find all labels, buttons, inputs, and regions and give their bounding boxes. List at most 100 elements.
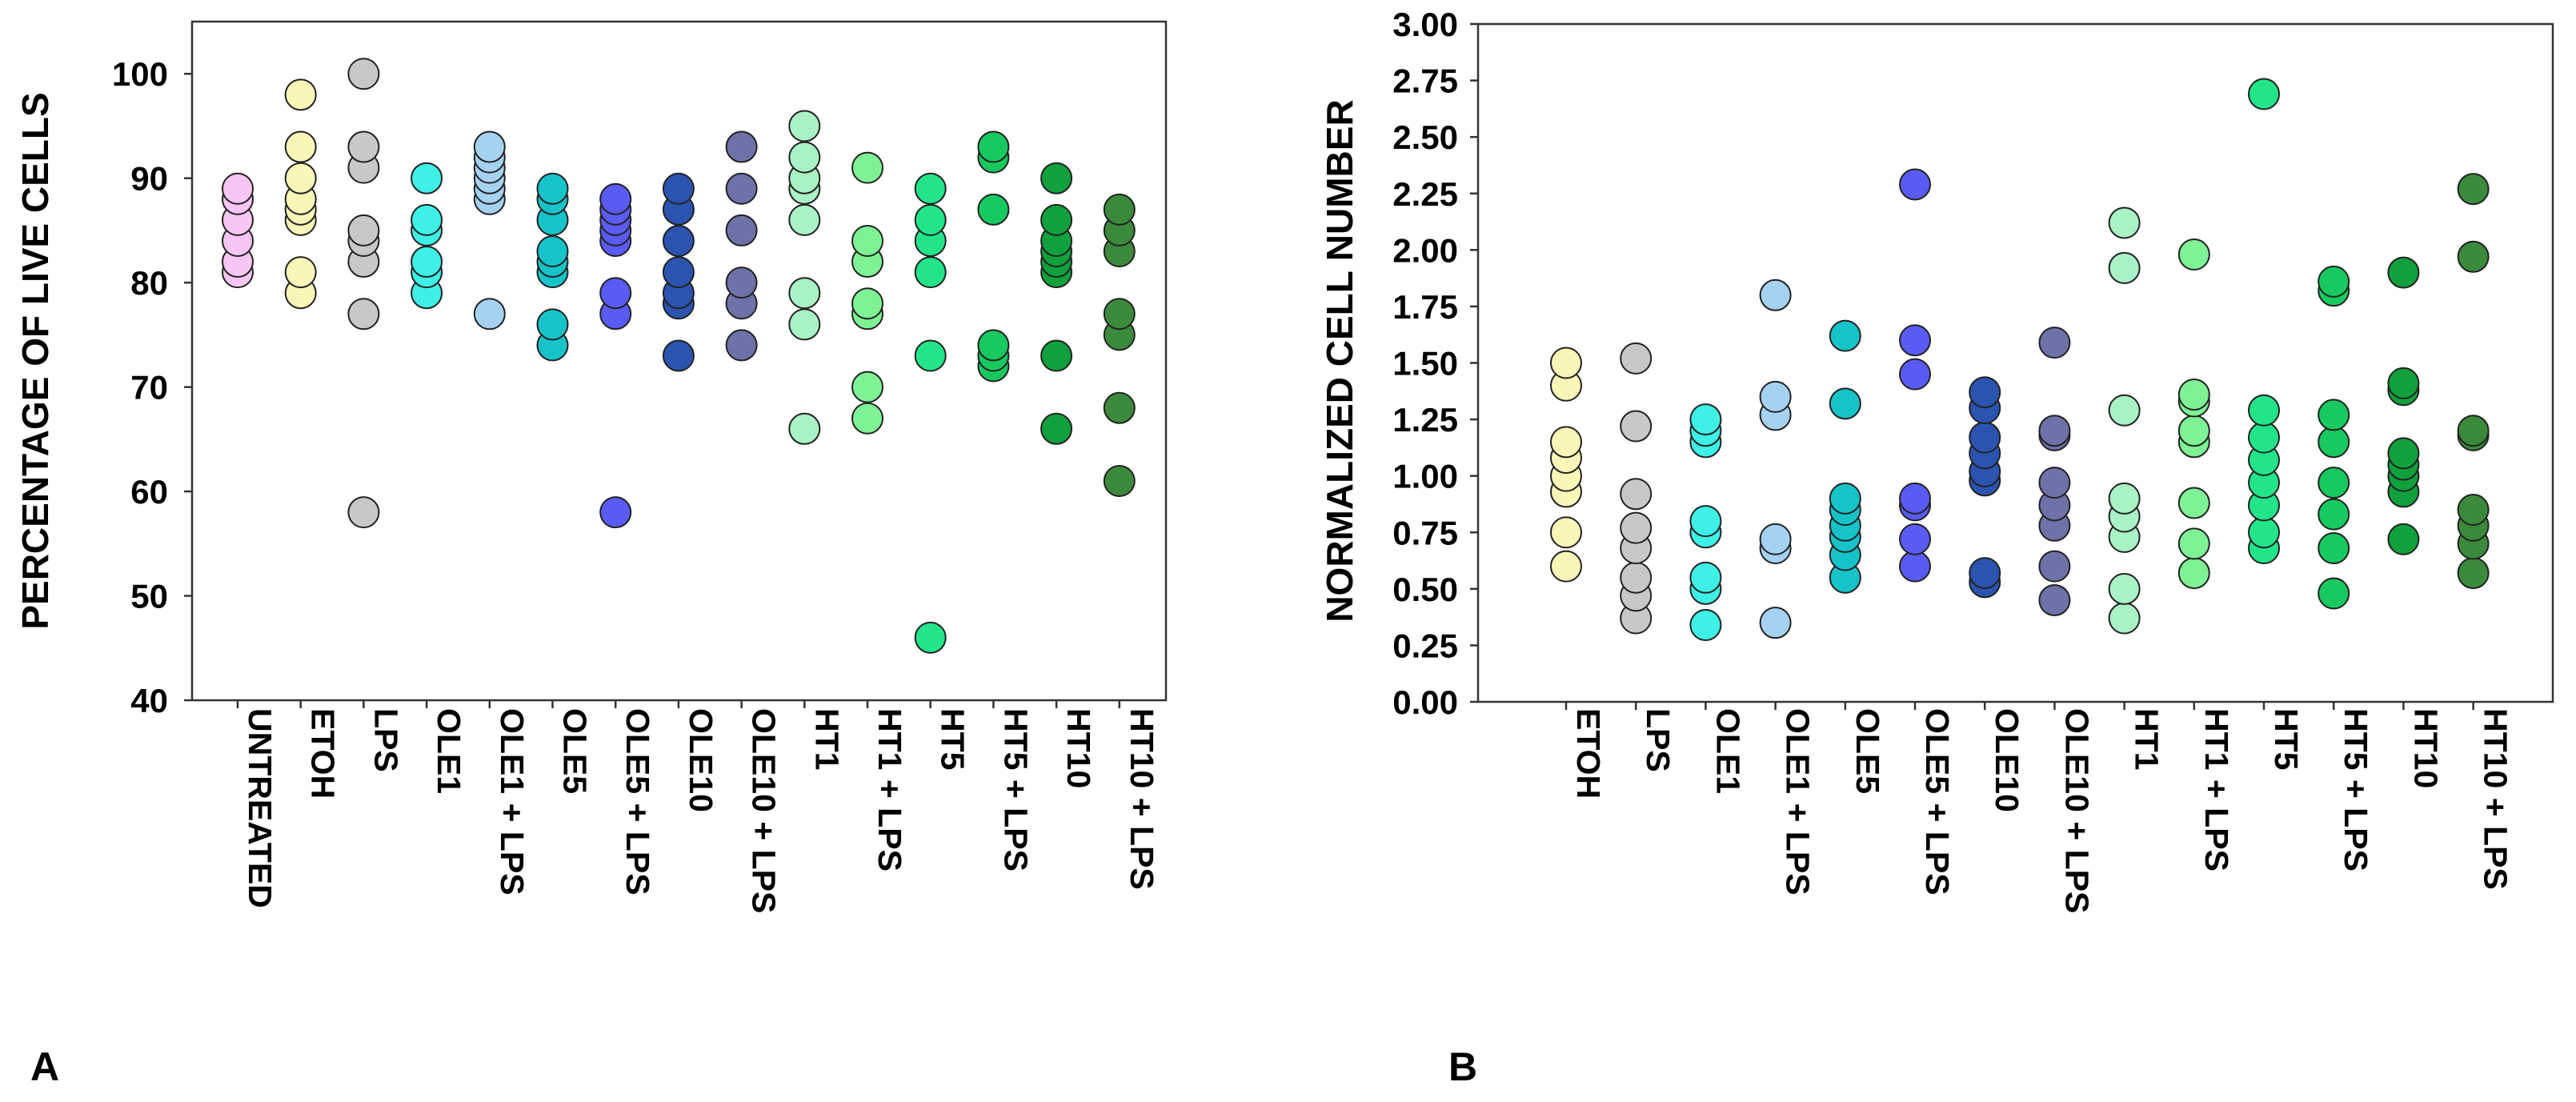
point-a-11-2 — [914, 256, 947, 289]
point-b-1-7 — [1620, 342, 1653, 375]
y-axis-b: 0.00 0.25 0.50 0.75 1.00 1.25 1.50 1.75 2.00 2.25… — [1392, 6, 1478, 721]
category-label-a-9: HT1 — [808, 708, 845, 770]
point-b-13-5 — [2457, 415, 2490, 447]
y-axis-title-b: NORMALIZED CELL NUMBER — [1319, 99, 1360, 622]
point-b-5-0 — [1899, 550, 1931, 583]
point-a-14-1 — [1103, 391, 1136, 424]
point-b-12-0 — [2387, 523, 2420, 555]
category-label-a-14: HT10 + LPS — [1124, 708, 1160, 890]
point-a-2-7 — [347, 58, 380, 90]
point-b-9-7 — [2177, 238, 2210, 270]
category-label-a-8: OLE10 + LPS — [746, 708, 783, 913]
point-a-1-5 — [284, 162, 317, 194]
point-a-2-6 — [347, 130, 380, 163]
point-a-9-1 — [788, 308, 821, 341]
point-b-0-0 — [1550, 550, 1582, 583]
point-b-11-3 — [2318, 467, 2350, 499]
point-b-1-2 — [1620, 561, 1653, 594]
point-b-8-4 — [2108, 482, 2141, 515]
points-b — [1550, 78, 2490, 642]
point-a-11-0 — [914, 621, 947, 654]
point-b-4-7 — [1829, 319, 1861, 352]
point-a-5-4 — [536, 235, 569, 268]
category-label-b-12: HT10 — [2407, 708, 2444, 788]
point-b-11-5 — [2318, 399, 2350, 431]
point-b-12-6 — [2387, 367, 2420, 399]
point-a-3-4 — [411, 203, 443, 236]
x-axis-b: ETOH LPS OLE1 OLE1 + LPS OLE5 OLE5 + LPS OLE10… — [1564, 702, 2514, 913]
panel-label-a: A — [30, 1044, 59, 1089]
category-label-b-5: OLE5 + LPS — [1919, 708, 1956, 896]
point-b-1-4 — [1620, 511, 1653, 544]
point-b-8-7 — [2108, 206, 2141, 239]
category-label-a-11: HT5 — [935, 708, 972, 770]
point-b-5-3 — [1899, 482, 1931, 515]
point-a-9-7 — [788, 110, 821, 142]
point-b-2-2 — [1689, 561, 1722, 594]
y-tick-label-b-8: 2.00 — [1392, 231, 1458, 269]
y-tick-label-b-1: 0.25 — [1392, 627, 1458, 664]
point-b-9-4 — [2177, 415, 2210, 447]
point-a-2-1 — [347, 298, 380, 331]
point-a-13-0 — [1040, 412, 1073, 445]
point-b-11-0 — [2318, 577, 2350, 610]
point-a-8-2 — [725, 266, 758, 299]
point-b-5-6 — [1899, 168, 1931, 201]
point-b-3-4 — [1759, 380, 1792, 413]
category-label-b-1: LPS — [1640, 708, 1677, 772]
point-a-7-3 — [662, 256, 695, 289]
point-a-7-0 — [662, 339, 695, 372]
point-a-12-3 — [977, 193, 1010, 226]
y-tick-label-a-0: 40 — [130, 682, 168, 719]
point-a-6-0 — [599, 496, 632, 529]
point-b-12-4 — [2387, 437, 2420, 470]
y-tick-label-a-5: 90 — [130, 160, 168, 198]
point-a-9-6 — [788, 141, 821, 174]
point-b-8-0 — [2108, 602, 2141, 635]
panel-b: 0.00 0.25 0.50 0.75 1.00 1.25 1.50 1.75 2.00 2.25… — [1319, 6, 2554, 1089]
y-tick-label-b-0: 0.00 — [1392, 683, 1458, 721]
point-a-0-5 — [222, 172, 254, 205]
point-a-14-6 — [1103, 193, 1136, 226]
point-a-1-1 — [284, 256, 317, 289]
point-b-13-3 — [2457, 494, 2490, 527]
point-b-8-5 — [2108, 394, 2141, 427]
point-a-6-2 — [599, 277, 632, 310]
y-tick-label-b-11: 2.75 — [1392, 62, 1458, 100]
y-tick-label-b-3: 0.75 — [1392, 514, 1458, 551]
y-tick-label-b-12: 3.00 — [1392, 6, 1458, 43]
point-a-1-6 — [284, 130, 317, 163]
point-a-10-3 — [851, 287, 883, 320]
point-b-9-1 — [2177, 527, 2210, 560]
point-b-7-7 — [2038, 327, 2071, 359]
point-a-13-6 — [1040, 203, 1073, 236]
point-b-13-7 — [2457, 173, 2490, 206]
category-label-b-13: HT10 + LPS — [2478, 708, 2514, 890]
point-b-2-4 — [1689, 505, 1722, 538]
point-a-7-6 — [662, 172, 695, 205]
point-b-13-6 — [2457, 240, 2490, 273]
y-tick-label-b-6: 1.50 — [1392, 345, 1458, 383]
point-b-0-5 — [1550, 426, 1582, 459]
y-tick-label-a-3: 70 — [130, 369, 168, 407]
x-axis-a: UNTREATED ETOH LPS OLE1 OLE1 + LPS OLE5 OLE5 +… — [236, 700, 1160, 913]
y-tick-label-b-7: 1.75 — [1392, 288, 1458, 326]
point-a-10-1 — [851, 371, 883, 403]
point-b-11-1 — [2318, 532, 2350, 565]
point-b-5-4 — [1899, 358, 1931, 391]
point-a-8-0 — [725, 329, 758, 362]
y-tick-label-b-2: 0.50 — [1392, 571, 1458, 608]
panel-a: 40 50 60 70 80 90 100 UNTREATED ETOH LPS OLE1 OLE1… — [14, 20, 1168, 1089]
point-b-9-6 — [2177, 379, 2210, 411]
point-a-8-4 — [725, 172, 758, 205]
point-b-6-1 — [1969, 557, 2001, 590]
y-axis-title-a: PERCENTAGE OF LIVE CELLS — [14, 92, 56, 629]
point-b-10-6 — [2248, 394, 2280, 427]
point-a-12-5 — [977, 130, 1010, 163]
point-b-11-4 — [2318, 426, 2350, 459]
point-b-5-1 — [1899, 523, 1931, 555]
point-b-5-5 — [1899, 324, 1931, 357]
point-b-3-5 — [1759, 279, 1792, 311]
point-a-7-4 — [662, 224, 695, 257]
